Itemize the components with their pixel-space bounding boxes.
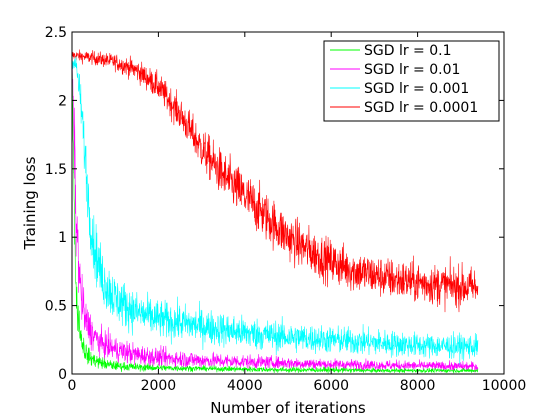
y-tick-label: 2 <box>58 93 67 109</box>
series-line-4 <box>71 49 479 313</box>
series-layer <box>71 49 479 374</box>
legend-label-4: SGD lr = 0.0001 <box>364 100 478 116</box>
legend-box <box>323 40 500 122</box>
x-tick-label: 8000 <box>400 378 436 394</box>
y-tick-label: 0 <box>58 367 67 383</box>
legend-label-3: SGD lr = 0.001 <box>364 81 469 97</box>
plot-frame <box>71 31 505 375</box>
series-line-3 <box>71 56 479 365</box>
y-tick-label: 1.5 <box>45 162 67 178</box>
x-tick-label: 6000 <box>313 378 349 394</box>
legend-label-1: SGD lr = 0.1 <box>364 43 452 59</box>
x-tick-label: 0 <box>68 378 77 394</box>
legend: SGD lr = 0.1 SGD lr = 0.01 SGD lr = 0.001 S… <box>323 40 500 122</box>
series-line-1 <box>71 58 479 374</box>
y-axis-label: Training loss <box>21 156 39 250</box>
series-line-2 <box>71 54 479 373</box>
x-axis-label: Number of iterations <box>210 399 366 417</box>
x-tick-label: 10000 <box>482 378 527 394</box>
y-tick-label: 1 <box>58 230 67 246</box>
ticks-layer: 0 2000 4000 6000 8000 10000 0 0.5 1 1.5 2 2.5 <box>45 25 527 394</box>
legend-label-2: SGD lr = 0.01 <box>364 62 460 78</box>
x-tick-label: 2000 <box>141 378 177 394</box>
x-tick-label: 4000 <box>227 378 263 394</box>
y-tick-label: 0.5 <box>45 299 67 315</box>
y-tick-label: 2.5 <box>45 25 67 41</box>
